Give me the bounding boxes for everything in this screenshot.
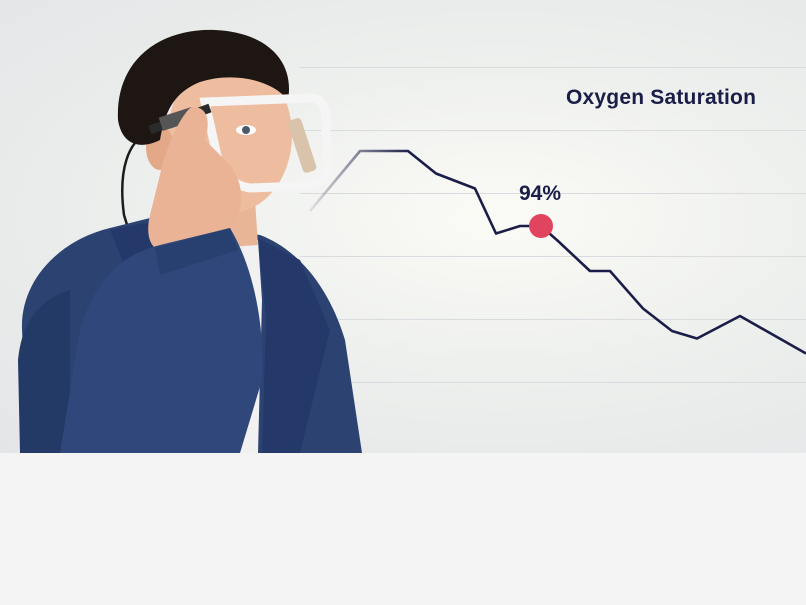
chart-title: Oxygen Saturation [566,86,757,109]
gridline [300,319,806,320]
gridline [300,67,806,68]
gridline [300,130,806,131]
person-photo [18,29,363,453]
gridline [300,256,806,257]
hero-image: Oxygen Saturation 94% [0,0,806,453]
highlight-point [529,214,553,238]
gridline [300,382,806,383]
gridline [300,193,806,194]
lower-blank-area [0,453,806,605]
oxygen-chart [309,149,806,355]
highlight-value-label: 94% [519,182,562,205]
